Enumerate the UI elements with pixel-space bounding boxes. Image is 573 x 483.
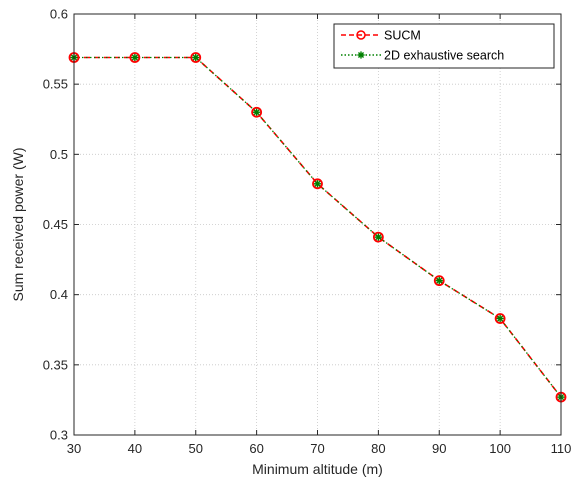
x-tick-label: 50: [189, 441, 203, 456]
x-tick-label: 100: [489, 441, 511, 456]
data-point-exhaustive: [192, 54, 199, 61]
x-tick-label: 40: [128, 441, 142, 456]
data-point-exhaustive: [314, 180, 321, 187]
data-point-exhaustive: [497, 315, 504, 322]
legend-label-exhaustive: 2D exhaustive search: [384, 49, 504, 63]
data-point-exhaustive: [436, 277, 443, 284]
legend-marker-exhaustive: [357, 51, 364, 58]
legend: SUCM 2D exhaustive search: [334, 24, 554, 68]
y-tick-label: 0.35: [43, 357, 68, 372]
y-axis-label: Sum received power (W): [10, 147, 26, 301]
x-tick-label: 30: [67, 441, 81, 456]
x-tick-label: 70: [310, 441, 324, 456]
x-tick-label: 110: [551, 441, 572, 456]
y-tick-label: 0.3: [50, 428, 68, 443]
x-tick-label: 80: [371, 441, 385, 456]
y-tick-label: 0.5: [50, 147, 68, 162]
legend-label-sucm: SUCM: [384, 29, 421, 43]
y-tick-label: 0.45: [43, 217, 68, 232]
legend-asterisk-glyph: [357, 51, 364, 58]
data-point-exhaustive: [375, 234, 382, 241]
x-tick-label: 90: [432, 441, 446, 456]
x-axis-label: Minimum altitude (m): [252, 461, 383, 477]
x-tick-label: 60: [249, 441, 263, 456]
y-tick-label: 0.4: [50, 287, 68, 302]
y-tick-label: 0.6: [50, 7, 68, 22]
data-point-exhaustive: [131, 54, 138, 61]
y-tick-label: 0.55: [43, 77, 68, 92]
data-point-exhaustive: [253, 109, 260, 116]
